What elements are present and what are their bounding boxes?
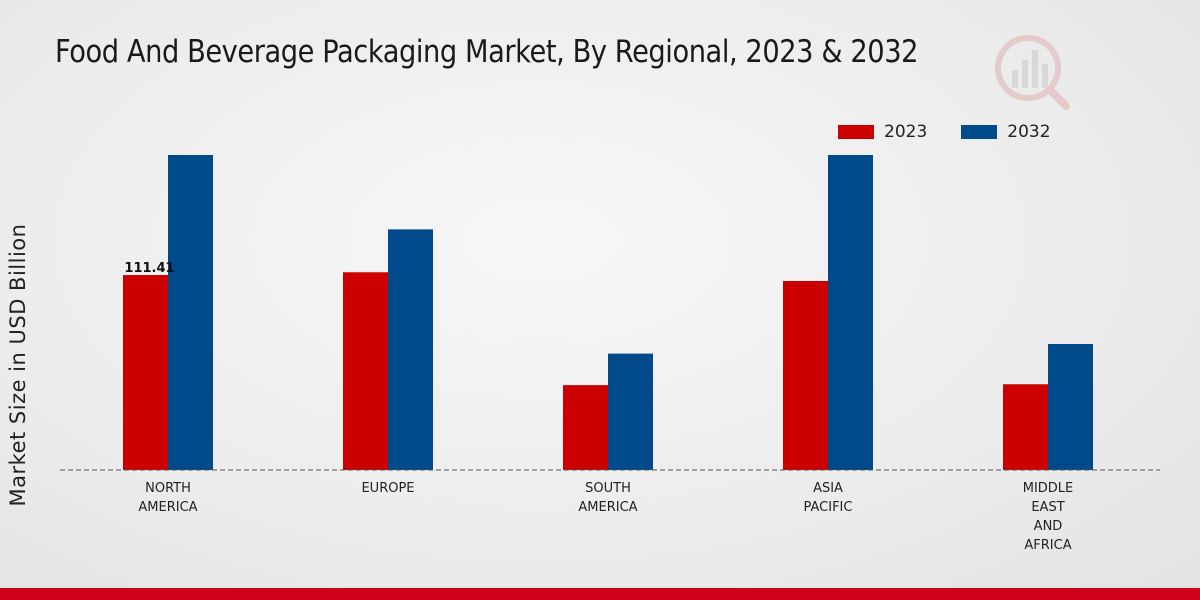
bar-2032-1 (388, 229, 433, 470)
legend-item-2023: 2023 (838, 122, 927, 142)
x-tick-label-3: ASIA PACIFIC (804, 481, 853, 515)
legend-label-2023: 2023 (884, 122, 928, 142)
x-tick-label-1: EUROPE (361, 481, 414, 496)
bar-2023-4 (1003, 384, 1048, 470)
footer-accent-bar (0, 588, 1200, 600)
market-research-logo-icon (995, 35, 1070, 110)
bar-2032-3 (828, 155, 873, 470)
bar-2023-1 (343, 272, 388, 470)
bar-2032-0 (168, 155, 213, 470)
x-tick-label-4: MIDDLE EAST AND AFRICA (1023, 481, 1074, 553)
x-tick-label-2: SOUTH AMERICA (578, 481, 637, 515)
legend-swatch-2023 (838, 125, 874, 139)
bar-2023-0 (123, 275, 168, 470)
bar-2023-2 (563, 385, 608, 470)
bar-2032-2 (608, 353, 653, 470)
chart-legend: 2023 2032 (838, 122, 1085, 142)
x-tick-label-0: NORTH AMERICA (138, 481, 197, 515)
legend-label-2032: 2032 (1007, 122, 1051, 142)
legend-swatch-2032 (961, 125, 998, 139)
bar-2023-3 (783, 281, 828, 470)
chart-title: Food And Beverage Packaging Market, By R… (55, 34, 919, 70)
bar-2032-4 (1048, 344, 1093, 470)
legend-item-2032: 2032 (961, 122, 1051, 142)
data-label-0: 111.41 (124, 261, 174, 276)
